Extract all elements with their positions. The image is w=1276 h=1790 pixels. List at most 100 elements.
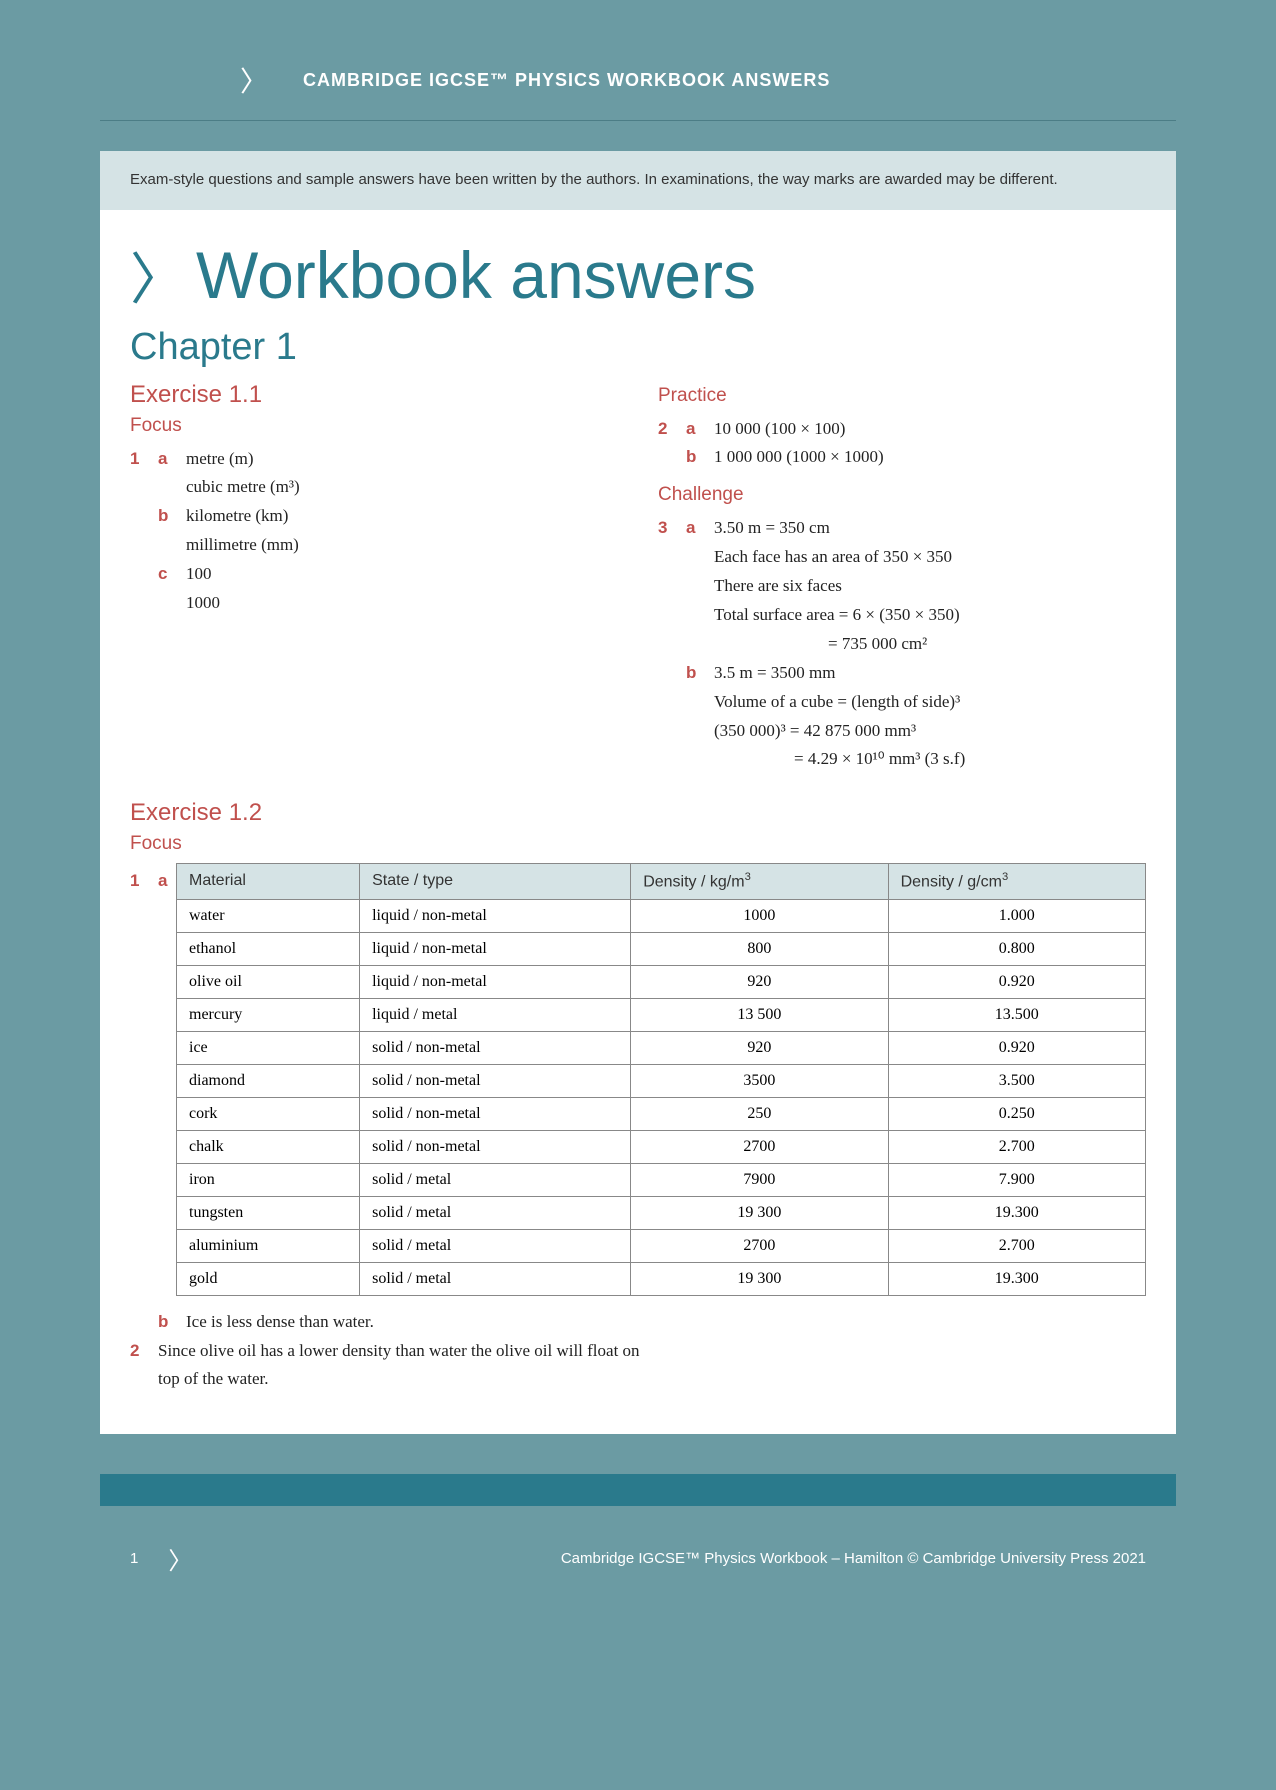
table-row: chalksolid / non-metal27002.700 xyxy=(177,1130,1146,1163)
table-cell: liquid / non-metal xyxy=(360,932,631,965)
answer-line: 1 a metre (m) xyxy=(130,445,618,474)
table-cell: 7.900 xyxy=(888,1163,1145,1196)
table-cell: 800 xyxy=(631,932,888,965)
question-letter: a xyxy=(686,415,714,444)
table-cell: solid / non-metal xyxy=(360,1097,631,1130)
content-inner: 〉 Workbook answers Chapter 1 Exercise 1.… xyxy=(100,210,1176,1435)
table-cell: 3.500 xyxy=(888,1064,1145,1097)
question-letter: a xyxy=(158,445,186,474)
table-cell: 3500 xyxy=(631,1064,888,1097)
table-cell: solid / non-metal xyxy=(360,1130,631,1163)
answer-text: millimetre (mm) xyxy=(130,531,618,560)
table-row: ironsolid / metal79007.900 xyxy=(177,1163,1146,1196)
answer-text: 3.5 m = 3500 mm xyxy=(714,659,1146,688)
table-cell: solid / metal xyxy=(360,1163,631,1196)
answer-text: Total surface area = 6 × (350 × 350) xyxy=(658,601,1146,630)
answer-line: 3 a 3.50 m = 350 cm xyxy=(658,514,1146,543)
table-cell: solid / metal xyxy=(360,1196,631,1229)
table-cell: 250 xyxy=(631,1097,888,1130)
density-table: MaterialState / typeDensity / kg/m3Densi… xyxy=(176,863,1146,1295)
table-cell: chalk xyxy=(177,1130,360,1163)
question-letter: b xyxy=(686,659,714,688)
table-cell: 2700 xyxy=(631,1130,888,1163)
question-number: 2 xyxy=(130,1337,158,1395)
table-row: waterliquid / non-metal10001.000 xyxy=(177,899,1146,932)
table-cell: liquid / metal xyxy=(360,998,631,1031)
table-cell: solid / non-metal xyxy=(360,1031,631,1064)
answer-text: metre (m) xyxy=(186,445,618,474)
table-cell: 0.920 xyxy=(888,1031,1145,1064)
answer-text: cubic metre (m³) xyxy=(130,473,618,502)
answer-text: Ice is less dense than water. xyxy=(186,1308,1146,1337)
question-number: 1 xyxy=(130,445,158,474)
right-column: Practice 2 a 10 000 (100 × 100) b 1 000 … xyxy=(658,381,1146,775)
chapter-title: Chapter 1 xyxy=(130,326,1146,369)
answer-text: Each face has an area of 350 × 350 xyxy=(658,543,1146,572)
table-cell: olive oil xyxy=(177,965,360,998)
chevron-right-icon: 〉 xyxy=(168,1541,192,1576)
section-heading: Practice xyxy=(658,385,1146,407)
answer-text: 1 000 000 (1000 × 1000) xyxy=(714,443,1146,472)
table-cell: solid / metal xyxy=(360,1262,631,1295)
answer-text: 10 000 (100 × 100) xyxy=(714,415,1146,444)
answer-line: b Ice is less dense than water. xyxy=(130,1308,1146,1337)
answer-text: 1000 xyxy=(130,589,618,618)
table-cell: diamond xyxy=(177,1064,360,1097)
table-cell: 19.300 xyxy=(888,1262,1145,1295)
table-cell: 13 500 xyxy=(631,998,888,1031)
table-row: tungstensolid / metal19 30019.300 xyxy=(177,1196,1146,1229)
question-letter: a xyxy=(158,871,167,891)
table-cell: water xyxy=(177,899,360,932)
table-cell: 19 300 xyxy=(631,1196,888,1229)
table-row: icesolid / non-metal9200.920 xyxy=(177,1031,1146,1064)
footer: 1 〉 Cambridge IGCSE™ Physics Workbook – … xyxy=(0,1506,1276,1616)
answer-text: = 4.29 × 10¹⁰ mm³ (3 s.f) xyxy=(658,745,1146,774)
table-header: Density / g/cm3 xyxy=(888,864,1145,899)
question-letter: b xyxy=(686,443,714,472)
table-row: aluminiumsolid / metal27002.700 xyxy=(177,1229,1146,1262)
table-cell: 0.800 xyxy=(888,932,1145,965)
answer-line: b 1 000 000 (1000 × 1000) xyxy=(658,443,1146,472)
answer-line: 2 Since olive oil has a lower density th… xyxy=(130,1337,650,1395)
exercise-heading: Exercise 1.1 xyxy=(130,381,618,409)
table-cell: solid / non-metal xyxy=(360,1064,631,1097)
answer-text: Since olive oil has a lower density than… xyxy=(158,1337,650,1395)
density-table-wrap: 1 a MaterialState / typeDensity / kg/m3D… xyxy=(130,863,1146,1295)
table-cell: solid / metal xyxy=(360,1229,631,1262)
answer-line: b 3.5 m = 3500 mm xyxy=(658,659,1146,688)
answer-text: = 735 000 cm² xyxy=(658,630,1146,659)
header-bar: 〉 CAMBRIDGE IGCSE™ PHYSICS WORKBOOK ANSW… xyxy=(100,0,1176,121)
section-heading: Challenge xyxy=(658,484,1146,506)
answer-text: kilometre (km) xyxy=(186,502,618,531)
table-cell: 1.000 xyxy=(888,899,1145,932)
table-row: diamondsolid / non-metal35003.500 xyxy=(177,1064,1146,1097)
answer-text: (350 000)³ = 42 875 000 mm³ xyxy=(658,717,1146,746)
table-row: olive oilliquid / non-metal9200.920 xyxy=(177,965,1146,998)
question-number: 2 xyxy=(658,415,686,444)
table-cell: aluminium xyxy=(177,1229,360,1262)
table-cell: 2.700 xyxy=(888,1130,1145,1163)
content-card: Exam-style questions and sample answers … xyxy=(100,151,1176,1434)
section-heading: Focus xyxy=(130,833,1146,855)
table-cell: 920 xyxy=(631,965,888,998)
footer-accent-bar xyxy=(100,1474,1176,1506)
answer-line: b kilometre (km) xyxy=(130,502,618,531)
question-letter: a xyxy=(686,514,714,543)
page: 〉 CAMBRIDGE IGCSE™ PHYSICS WORKBOOK ANSW… xyxy=(0,0,1276,1790)
table-header: Density / kg/m3 xyxy=(631,864,888,899)
table-cell: liquid / non-metal xyxy=(360,965,631,998)
table-cell: gold xyxy=(177,1262,360,1295)
table-header: State / type xyxy=(360,864,631,899)
table-row: ethanolliquid / non-metal8000.800 xyxy=(177,932,1146,965)
table-cell: 2.700 xyxy=(888,1229,1145,1262)
table-cell: 0.920 xyxy=(888,965,1145,998)
table-cell: 920 xyxy=(631,1031,888,1064)
table-cell: ice xyxy=(177,1031,360,1064)
table-cell: 2700 xyxy=(631,1229,888,1262)
exercise-heading: Exercise 1.2 xyxy=(130,799,1146,827)
answer-text: There are six faces xyxy=(658,572,1146,601)
answer-text: 100 xyxy=(186,560,618,589)
table-cell: 7900 xyxy=(631,1163,888,1196)
table-cell: ethanol xyxy=(177,932,360,965)
table-row: goldsolid / metal19 30019.300 xyxy=(177,1262,1146,1295)
